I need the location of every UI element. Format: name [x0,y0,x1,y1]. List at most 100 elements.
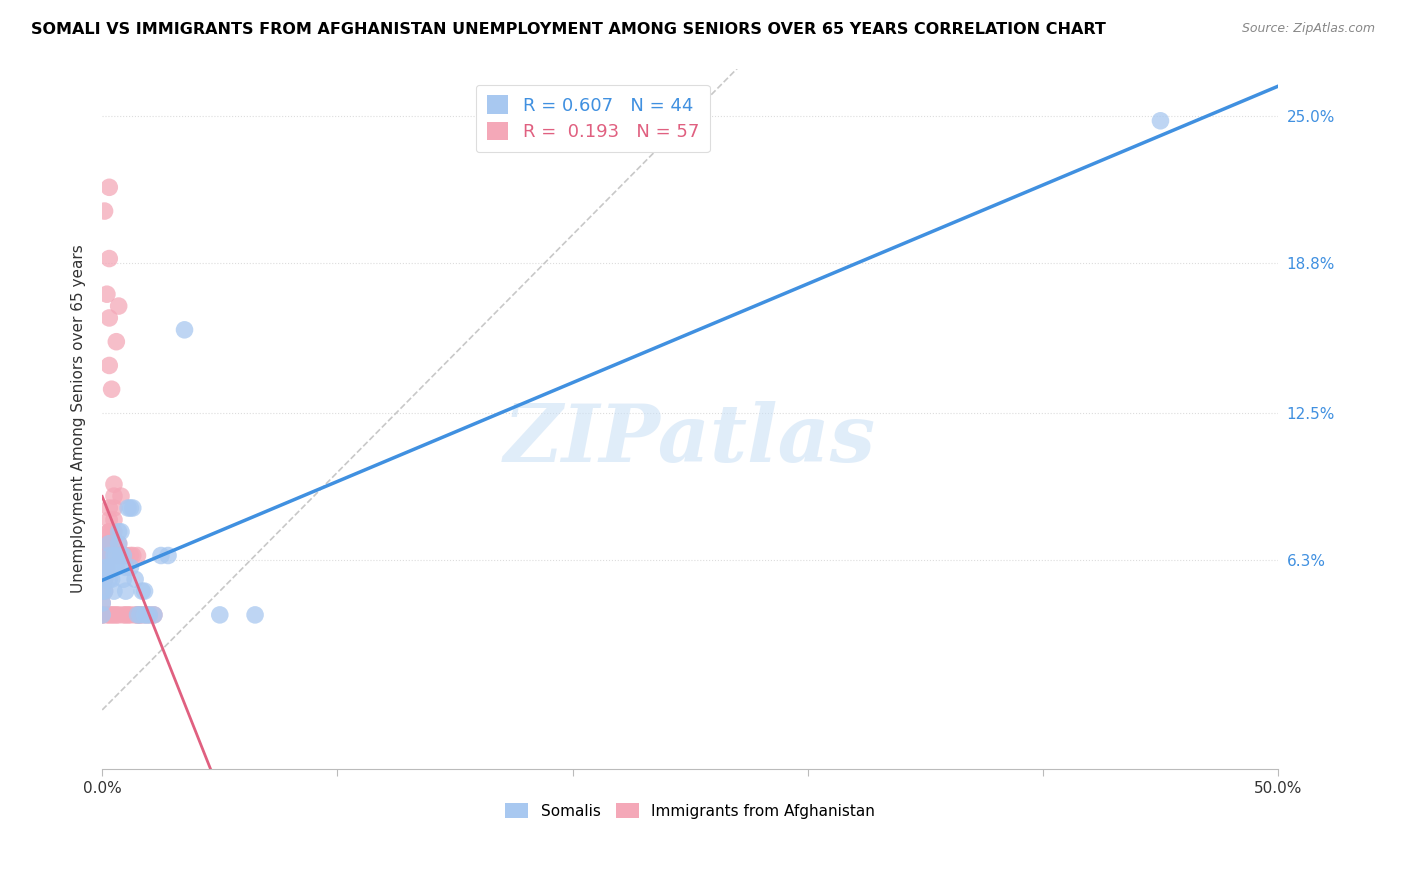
Point [103,477,125,491]
Point [112,549,135,563]
Point [134,584,156,599]
Point [107,524,129,539]
Point [98,536,121,550]
Legend: Somalis, Immigrants from Afghanistan: Somalis, Immigrants from Afghanistan [499,797,882,825]
Point [157,549,180,563]
Point [100,536,122,550]
Point [134,607,156,622]
Point [121,549,143,563]
Point [98,501,121,516]
Point [120,501,142,516]
Point [96,560,118,574]
Point [1149,113,1171,128]
Point [98,180,121,194]
Point [107,299,129,313]
Point [103,607,125,622]
Point [91,607,114,622]
Point [100,572,122,586]
Point [98,524,121,539]
Point [96,549,118,563]
Point [138,607,160,622]
Point [114,584,136,599]
Point [150,549,173,563]
Point [117,607,139,622]
Point [110,489,132,503]
Point [114,560,136,574]
Point [96,560,118,574]
Point [103,489,125,503]
Point [98,607,121,622]
Point [93,572,115,586]
Point [120,607,142,622]
Point [105,334,128,349]
Point [142,607,165,622]
Point [103,584,125,599]
Point [107,549,129,563]
Point [96,287,118,301]
Y-axis label: Unemployment Among Seniors over 65 years: Unemployment Among Seniors over 65 years [72,244,86,593]
Point [110,549,132,563]
Point [114,549,136,563]
Point [100,607,122,622]
Point [91,584,114,599]
Point [105,560,128,574]
Point [91,596,114,610]
Point [107,536,129,550]
Point [93,584,115,599]
Point [127,607,149,622]
Point [107,607,129,622]
Point [112,607,135,622]
Point [128,607,150,622]
Point [96,607,118,622]
Point [100,524,122,539]
Point [105,607,128,622]
Point [128,607,150,622]
Point [124,572,146,586]
Point [93,572,115,586]
Point [110,549,132,563]
Point [110,549,132,563]
Point [98,536,121,550]
Point [138,607,160,622]
Point [135,607,157,622]
Point [93,572,115,586]
Point [103,560,125,574]
Point [93,204,115,219]
Point [98,524,121,539]
Point [91,596,114,610]
Point [100,549,122,563]
Point [173,323,195,337]
Point [103,513,125,527]
Point [98,513,121,527]
Point [120,549,142,563]
Point [124,607,146,622]
Point [100,382,122,396]
Point [98,549,121,563]
Point [93,549,115,563]
Point [100,560,122,574]
Point [98,252,121,266]
Point [98,310,121,325]
Point [91,607,114,622]
Point [120,560,142,574]
Point [96,560,118,574]
Point [103,524,125,539]
Point [98,536,121,550]
Point [96,549,118,563]
Point [93,560,115,574]
Point [127,549,149,563]
Point [128,607,150,622]
Point [208,607,231,622]
Point [112,572,135,586]
Text: SOMALI VS IMMIGRANTS FROM AFGHANISTAN UNEMPLOYMENT AMONG SENIORS OVER 65 YEARS C: SOMALI VS IMMIGRANTS FROM AFGHANISTAN UN… [31,22,1105,37]
Point [114,607,136,622]
Point [114,549,136,563]
Point [134,607,156,622]
Point [96,536,118,550]
Point [103,501,125,516]
Point [105,549,128,563]
Text: ZIPatlas: ZIPatlas [505,401,876,479]
Point [93,584,115,599]
Point [98,359,121,373]
Point [105,549,128,563]
